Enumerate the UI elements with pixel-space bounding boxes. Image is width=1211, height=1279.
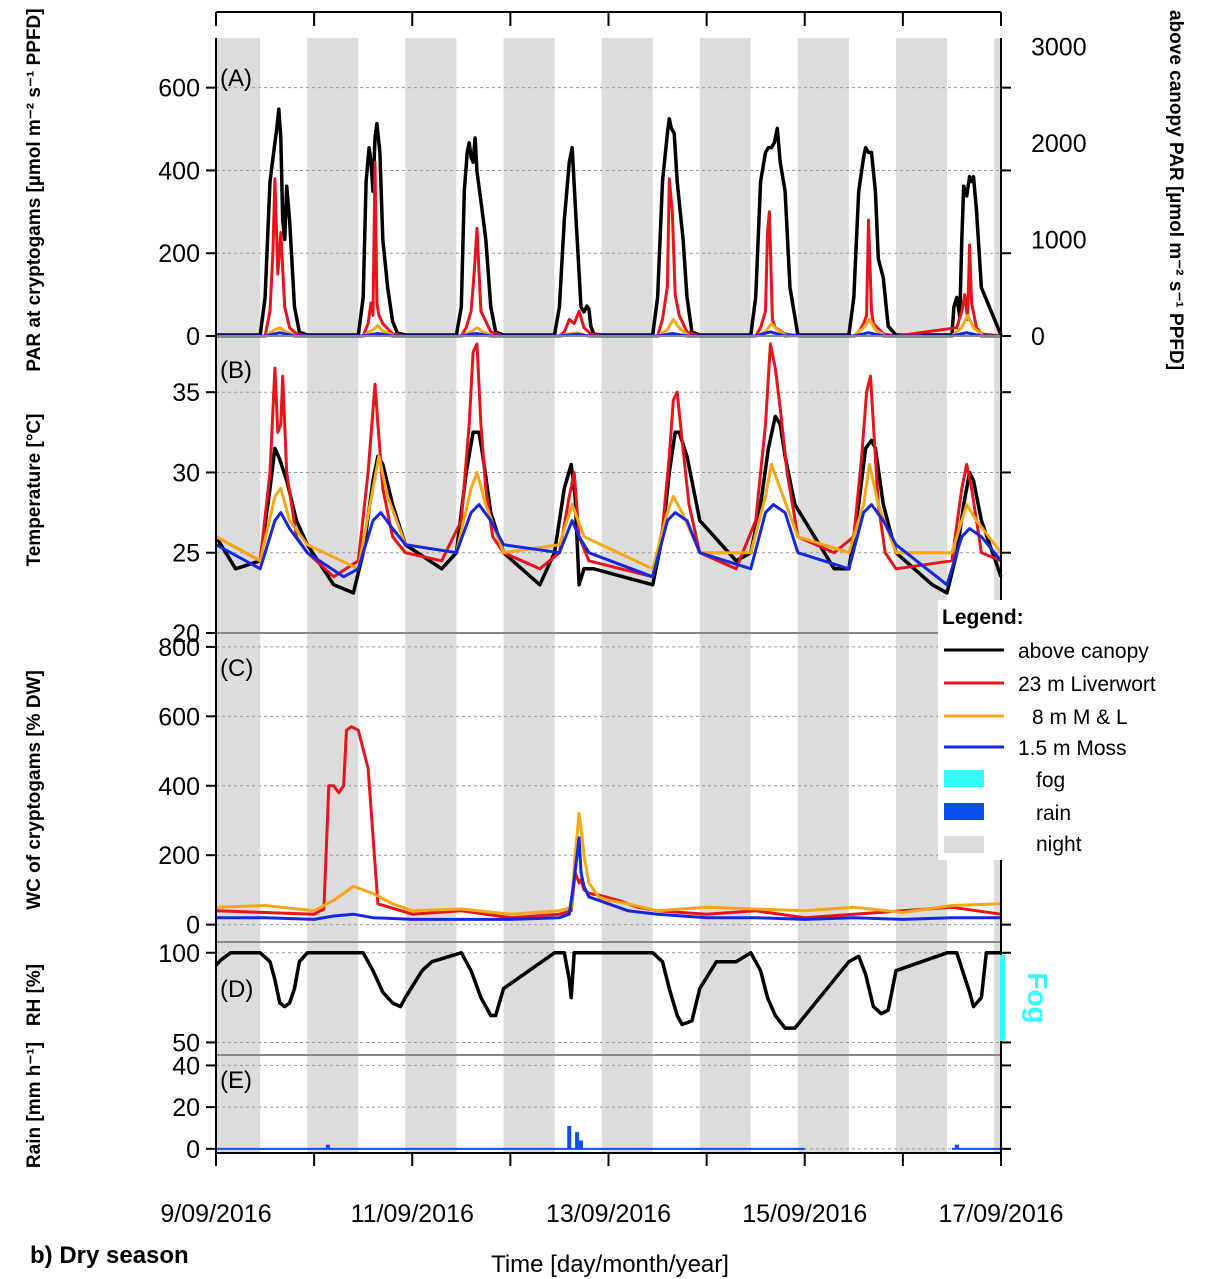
y-tick-label-1-1: 25 <box>172 540 200 568</box>
x-tick-label-1: 11/09/2016 <box>351 1200 474 1228</box>
night-band-8 <box>994 38 1001 1153</box>
fog-label: Fog <box>1022 972 1053 1023</box>
series-line-1-2 <box>215 454 1003 571</box>
panel-label-e: (E) <box>220 1067 252 1094</box>
legend-label-night: night <box>1036 833 1082 856</box>
series-line-2-1 <box>215 812 1002 916</box>
legend-background <box>938 600 1206 860</box>
y-tick-label-1-2: 30 <box>172 459 200 487</box>
y-tick-label-2-0: 0 <box>186 912 200 940</box>
fog-bar <box>1000 955 1005 1041</box>
y-tick-label-0-0: 0 <box>186 323 200 351</box>
legend-swatch-fog <box>944 770 984 787</box>
rain-bar-1 <box>567 1125 572 1149</box>
y-axis-title-par: PAR at cryptogams [µmol m⁻² s⁻¹ PPFD] <box>24 8 45 371</box>
y-tick-label-0-1: 200 <box>158 240 200 268</box>
night-band-4 <box>601 38 653 1153</box>
x-axis-title: Time [day/month/year] <box>491 1251 729 1278</box>
y-tick-label-4-2: 40 <box>172 1052 200 1080</box>
y-right-tick-label-1: 1000 <box>1031 226 1087 254</box>
panel-label-a: (A) <box>220 65 252 92</box>
y-axis-title-rain: Rain [mm h⁻¹] <box>24 1042 45 1168</box>
legend-label-liverwort: 23 m Liverwort <box>1018 673 1156 696</box>
y-tick-label-4-1: 20 <box>172 1094 200 1122</box>
series-line-2-0 <box>215 725 1002 920</box>
y-tick-label-4-0: 0 <box>186 1136 200 1164</box>
series-line-0-0 <box>216 107 1003 337</box>
legend-title: Legend: <box>942 606 1024 629</box>
x-tick-label-0: 9/09/2016 <box>160 1200 271 1228</box>
night-band-1 <box>307 38 359 1153</box>
y-tick-label-3-1: 100 <box>158 940 200 968</box>
rain-bar-0 <box>325 1144 330 1149</box>
y-tick-label-2-2: 400 <box>158 773 200 801</box>
series-line-0-3 <box>216 330 1001 338</box>
legend-label-rain: rain <box>1036 802 1071 825</box>
tick-labels: 0200400600010002000300020253035020040060… <box>158 33 1086 1228</box>
night-shading <box>216 38 1001 1153</box>
rain-bar-3 <box>579 1140 584 1149</box>
night-band-6 <box>797 38 849 1153</box>
y-tick-label-2-4: 800 <box>158 634 200 662</box>
y-right-tick-label-0: 0 <box>1031 323 1045 351</box>
y-axis-title-wc: WC of cryptogams [% DW] <box>24 670 45 910</box>
night-band-3 <box>503 38 555 1153</box>
panel-label-c: (C) <box>220 655 253 682</box>
panel-label-b: (B) <box>220 357 252 384</box>
night-band-7 <box>896 38 948 1153</box>
y-tick-label-0-3: 600 <box>158 75 200 103</box>
legend-swatch-rain <box>944 803 984 820</box>
night-band-5 <box>699 38 751 1153</box>
x-tick-label-2: 13/09/2016 <box>546 1200 671 1228</box>
axes-frame <box>206 11 1011 1166</box>
x-tick-label-4: 17/09/2016 <box>938 1200 1063 1228</box>
legend-label-above-canopy: above canopy <box>1018 640 1149 663</box>
y-tick-label-1-0: 20 <box>172 620 200 648</box>
y-right-tick-label-2: 2000 <box>1031 130 1087 158</box>
legend: Legend: above canopy 23 m Liverwort 8 m … <box>938 600 1206 860</box>
y-tick-label-3-0: 50 <box>172 1029 200 1057</box>
y-tick-label-0-2: 400 <box>158 157 200 185</box>
series-line-1-3 <box>215 503 1003 587</box>
legend-swatch-night <box>944 836 984 853</box>
y-axis-title-right-par: above canopy PAR [µmol m⁻² s⁻¹ PPFD] <box>1165 10 1186 370</box>
y-right-tick-label-3: 3000 <box>1031 33 1087 61</box>
y-tick-label-2-1: 200 <box>158 842 200 870</box>
night-band-0 <box>216 38 261 1153</box>
y-tick-label-1-3: 35 <box>172 379 200 407</box>
rain-bar-2 <box>575 1132 580 1149</box>
x-tick-label-3: 15/09/2016 <box>742 1200 867 1228</box>
series-line-3-0 <box>214 951 1001 1030</box>
y-tick-label-2-3: 600 <box>158 703 200 731</box>
legend-label-ml: 8 m M & L <box>1032 706 1128 729</box>
night-band-2 <box>405 38 457 1153</box>
panel-label-d: (D) <box>220 976 253 1003</box>
rain-bar-4 <box>954 1144 959 1149</box>
series-line-2-2 <box>216 836 1001 921</box>
legend-label-moss: 1.5 m Moss <box>1018 737 1127 760</box>
y-axis-title-rh: RH [%] <box>24 964 45 1026</box>
y-axis-title-temperature: Temperature [°C] <box>24 414 45 567</box>
figure-label: b) Dry season <box>30 1242 189 1269</box>
legend-label-fog: fog <box>1036 769 1065 792</box>
